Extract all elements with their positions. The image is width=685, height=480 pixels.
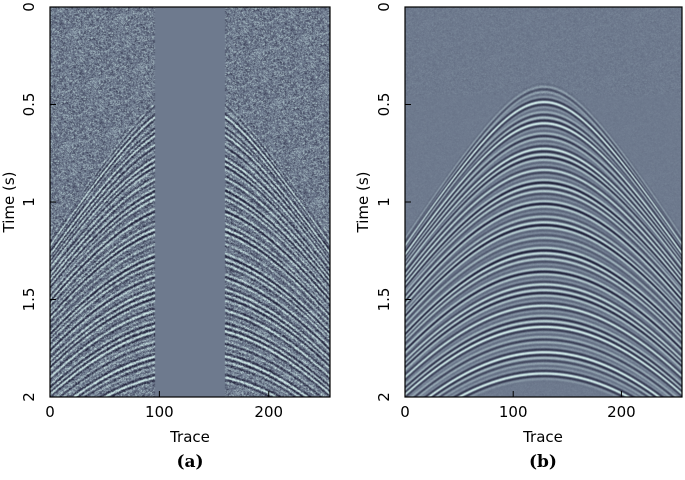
- y-tick-label-a-0: 0: [20, 2, 38, 12]
- y-tick-label-b-3: 1.5: [375, 288, 393, 312]
- caption-a: (a): [176, 452, 203, 472]
- y-axis-label-a: Time (s): [0, 172, 18, 234]
- y-tick-label-b-1: 0.5: [375, 93, 393, 117]
- x-tick-label-b-0: 0: [400, 403, 410, 421]
- ticks-b: 0 100 200 0 0.5 1 1.5 2: [375, 2, 636, 421]
- x-tick-label-a-2: 200: [254, 403, 283, 421]
- y-tick-label-b-2: 1: [375, 197, 393, 207]
- y-axis-label-b: Time (s): [354, 172, 372, 234]
- x-tick-label-b-1: 100: [499, 403, 528, 421]
- x-tick-label-a-0: 0: [45, 403, 55, 421]
- x-axis-label-a: Trace: [169, 428, 210, 446]
- y-tick-label-b-0: 0: [375, 2, 393, 12]
- x-tick-label-b-2: 200: [607, 403, 636, 421]
- seismic-image-a: [50, 7, 330, 397]
- ticks-a: 0 100 200 0 0.5 1 1.5 2: [20, 2, 283, 421]
- seismic-image-b: [405, 7, 682, 397]
- y-tick-label-a-3: 1.5: [20, 288, 38, 312]
- y-tick-label-a-1: 0.5: [20, 93, 38, 117]
- y-tick-label-a-2: 1: [20, 197, 38, 207]
- y-tick-label-a-4: 2: [20, 392, 38, 402]
- caption-b: (b): [529, 452, 557, 472]
- x-axis-label-b: Trace: [522, 428, 563, 446]
- panel-b: 0 100 200 0 0.5 1 1.5 2 Trace Time (s) (b): [354, 2, 683, 472]
- y-tick-label-b-4: 2: [375, 392, 393, 402]
- x-tick-label-a-1: 100: [145, 403, 174, 421]
- panel-a: 0 100 200 0 0.5 1 1.5 2 Trace Time (s) (a): [0, 2, 331, 472]
